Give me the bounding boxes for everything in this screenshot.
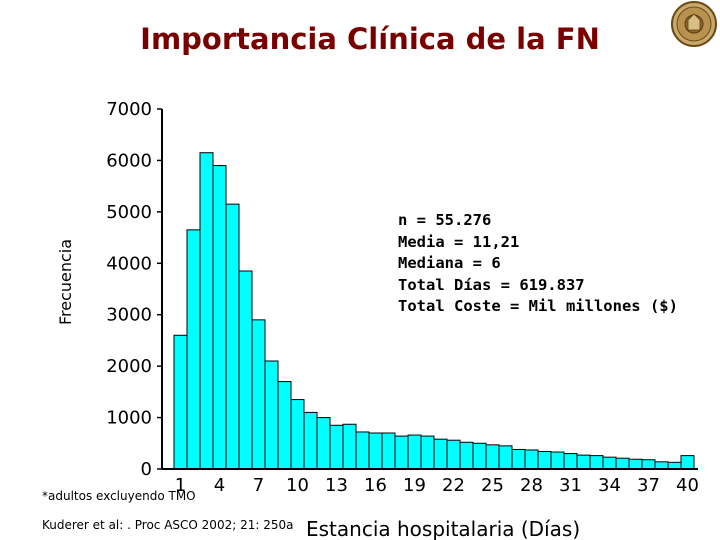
bar-day-2 bbox=[186, 229, 201, 470]
bar-day-23 bbox=[459, 441, 474, 470]
bar-day-5 bbox=[225, 203, 240, 470]
citation: Kuderer et al: . Proc ASCO 2002; 21: 250… bbox=[42, 518, 294, 532]
bar-day-35 bbox=[615, 457, 630, 470]
bar-day-3 bbox=[199, 152, 214, 470]
bar-day-9 bbox=[277, 381, 292, 470]
x-tick-label: 7 bbox=[253, 475, 264, 496]
y-tick-label: 6000 bbox=[106, 150, 152, 171]
x-tick-label: 34 bbox=[598, 475, 621, 496]
bar-day-10 bbox=[290, 399, 305, 470]
x-tick-label: 10 bbox=[286, 475, 309, 496]
bar-day-26 bbox=[498, 445, 513, 470]
y-axis: 0 1000 2000 3000 4000 5000 6000 7000 bbox=[106, 99, 163, 480]
y-axis-label: Frecuencia bbox=[56, 239, 75, 325]
bar-day-39 bbox=[667, 461, 682, 470]
bar-day-14 bbox=[342, 423, 357, 470]
bar-day-34 bbox=[602, 456, 617, 470]
bar-day-6 bbox=[238, 270, 253, 470]
bar-day-11 bbox=[303, 411, 318, 470]
bar-day-21 bbox=[433, 438, 448, 470]
x-tick-label: 40 bbox=[676, 475, 699, 496]
x-tick-label: 25 bbox=[481, 475, 504, 496]
bar-day-18 bbox=[394, 435, 409, 470]
x-axis: 1 4 7 10 13 16 19 22 25 28 31 34 37 40 bbox=[162, 468, 699, 496]
x-tick-label: 28 bbox=[520, 475, 543, 496]
stat-media: Media = 11,21 bbox=[398, 232, 520, 251]
x-tick-label: 16 bbox=[364, 475, 387, 496]
bar-day-16 bbox=[368, 432, 383, 470]
x-tick-label: 31 bbox=[559, 475, 582, 496]
bar-day-12 bbox=[316, 417, 331, 470]
x-tick-label: 1 bbox=[175, 475, 186, 496]
bar-day-33 bbox=[589, 455, 604, 470]
y-tick-label: 5000 bbox=[106, 202, 152, 223]
bar-day-27 bbox=[511, 448, 526, 470]
stat-total-coste: Total Coste = Mil millones ($) bbox=[398, 297, 678, 315]
x-tick-label: 4 bbox=[214, 475, 225, 496]
chart-title: Importancia Clínica de la FN bbox=[140, 22, 600, 56]
bar-day-4 bbox=[212, 165, 227, 470]
summary-statistics: n = 55.276 Media = 11,21 Mediana = 6 Tot… bbox=[398, 210, 678, 318]
bar-day-22 bbox=[446, 439, 461, 470]
bar-day-29 bbox=[537, 451, 552, 470]
bar-day-30 bbox=[550, 451, 565, 470]
y-tick-label: 1000 bbox=[106, 408, 152, 429]
x-axis-label: Estancia hospitalaria (Días) bbox=[306, 517, 580, 540]
bar-day-31 bbox=[563, 453, 578, 470]
stat-total-dias: Total Días = 619.837 bbox=[398, 275, 585, 294]
x-tick-label: 13 bbox=[325, 475, 348, 496]
bar-day-8 bbox=[264, 360, 279, 470]
bar-day-32 bbox=[576, 454, 591, 470]
bar-day-20 bbox=[420, 435, 435, 470]
stat-n: n = 55.276 bbox=[398, 211, 492, 229]
y-tick-label: 2000 bbox=[106, 356, 152, 377]
bar-day-40 bbox=[680, 455, 695, 470]
bar-day-13 bbox=[329, 424, 344, 470]
bar-day-15 bbox=[355, 431, 370, 470]
bar-day-19 bbox=[407, 434, 422, 470]
bar-day-1 bbox=[173, 334, 188, 470]
bar-group bbox=[173, 152, 695, 470]
x-tick-label: 22 bbox=[442, 475, 465, 496]
bar-day-25 bbox=[485, 444, 500, 470]
bar-day-36 bbox=[628, 458, 643, 470]
bar-day-37 bbox=[641, 459, 656, 470]
university-seal-logo bbox=[671, 1, 717, 47]
y-tick-label: 7000 bbox=[106, 99, 152, 120]
bar-day-28 bbox=[524, 449, 539, 470]
y-tick-label: 3000 bbox=[106, 305, 152, 326]
x-tick-label: 19 bbox=[403, 475, 426, 496]
footnote: *adultos excluyendo TMO bbox=[42, 489, 196, 503]
bar-day-24 bbox=[472, 442, 487, 470]
bar-day-38 bbox=[654, 461, 669, 470]
bar-day-17 bbox=[381, 432, 396, 470]
bar-day-7 bbox=[251, 319, 266, 470]
stat-mediana: Mediana = 6 bbox=[398, 254, 501, 272]
x-tick-label: 37 bbox=[637, 475, 660, 496]
y-tick-label: 4000 bbox=[106, 253, 152, 274]
y-tick-label: 0 bbox=[141, 459, 152, 480]
